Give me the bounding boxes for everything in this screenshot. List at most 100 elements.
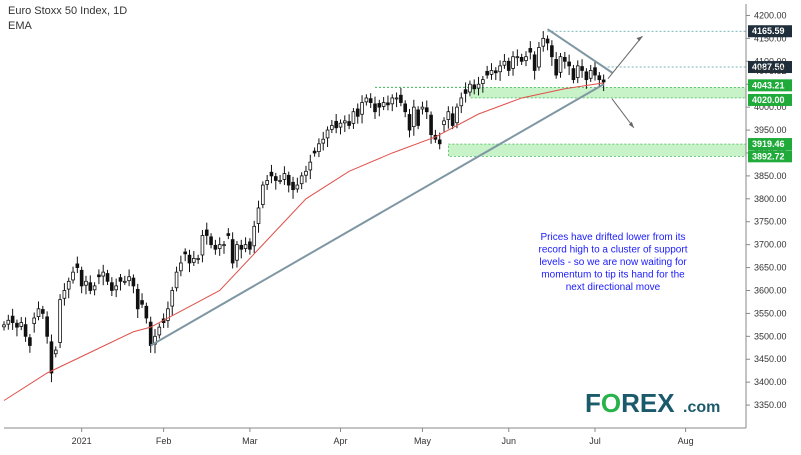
logo-letter: E bbox=[640, 388, 657, 418]
y-tick-label: 3550.00 bbox=[754, 308, 787, 318]
candle bbox=[265, 180, 269, 185]
candle bbox=[217, 244, 222, 249]
candle bbox=[230, 239, 235, 264]
candle bbox=[502, 60, 507, 66]
candle bbox=[75, 263, 80, 268]
candle bbox=[588, 70, 593, 79]
candle bbox=[170, 290, 175, 307]
candle bbox=[213, 244, 218, 250]
candle bbox=[243, 244, 248, 249]
candle bbox=[437, 139, 442, 145]
arrow-down bbox=[611, 98, 635, 129]
direction-arrows bbox=[607, 35, 643, 129]
x-tick-label: May bbox=[414, 436, 432, 446]
candle bbox=[584, 71, 589, 81]
candle bbox=[140, 300, 144, 305]
candle bbox=[541, 37, 546, 47]
candle bbox=[511, 56, 515, 69]
arrow-up bbox=[607, 35, 643, 80]
y-tick-label: 3500.00 bbox=[754, 331, 787, 341]
logo-letter: R bbox=[621, 388, 640, 418]
candle bbox=[537, 47, 541, 68]
candle bbox=[493, 70, 498, 74]
y-tick-label: 3850.00 bbox=[754, 171, 787, 181]
resistance-line bbox=[546, 28, 613, 74]
candle bbox=[355, 108, 360, 117]
candle bbox=[226, 233, 231, 236]
candle bbox=[442, 120, 446, 125]
candle bbox=[550, 45, 554, 58]
candle bbox=[563, 57, 567, 62]
candle bbox=[412, 106, 416, 128]
candle bbox=[321, 138, 326, 144]
logo-letter: O bbox=[601, 388, 621, 418]
candle bbox=[597, 75, 602, 81]
candle bbox=[192, 257, 196, 263]
candle bbox=[97, 274, 101, 278]
y-tick-label: 3650.00 bbox=[754, 263, 787, 273]
candle bbox=[200, 235, 205, 256]
candle bbox=[239, 244, 244, 250]
candle bbox=[148, 321, 153, 346]
annotation-line: next directional move bbox=[566, 282, 661, 293]
candle bbox=[524, 56, 528, 62]
candle bbox=[84, 280, 88, 286]
candle bbox=[135, 288, 140, 310]
annotation-line: levels - so we are now waiting for bbox=[539, 257, 687, 268]
y-tick-label: 3400.00 bbox=[754, 377, 787, 387]
candle bbox=[407, 114, 412, 131]
candle bbox=[390, 97, 395, 105]
candle bbox=[360, 102, 364, 115]
candle bbox=[23, 324, 28, 337]
candle bbox=[463, 89, 468, 94]
candle bbox=[174, 271, 179, 289]
candle bbox=[101, 271, 106, 277]
candle bbox=[399, 94, 403, 103]
indicator-label: EMA bbox=[8, 20, 33, 32]
candle bbox=[19, 322, 24, 327]
logo-letter: F bbox=[585, 388, 601, 418]
x-tick-label: Jun bbox=[501, 436, 516, 446]
price-badge-label: 4043.21 bbox=[752, 80, 785, 90]
y-tick-label: 4150.00 bbox=[754, 33, 787, 43]
price-badge-label: 4165.59 bbox=[752, 26, 785, 36]
candle bbox=[377, 103, 382, 108]
candle bbox=[515, 56, 520, 59]
y-tick-label: 3600.00 bbox=[754, 285, 787, 295]
logo-suffix: .com bbox=[683, 399, 720, 416]
support-zone bbox=[469, 87, 747, 99]
candle bbox=[110, 282, 114, 291]
candle bbox=[291, 181, 295, 191]
candle bbox=[386, 102, 390, 106]
candle bbox=[187, 254, 192, 264]
y-tick-label: 3750.00 bbox=[754, 217, 787, 227]
annotation-line: record high to a cluster of support bbox=[539, 245, 688, 256]
candle bbox=[545, 38, 550, 44]
candle bbox=[299, 175, 304, 185]
x-tick-label: Feb bbox=[156, 436, 172, 446]
candle bbox=[114, 285, 118, 291]
candle bbox=[62, 290, 67, 299]
candle bbox=[459, 97, 464, 107]
candle bbox=[575, 65, 580, 78]
candle bbox=[506, 60, 511, 71]
candle bbox=[118, 277, 123, 282]
candle bbox=[196, 257, 200, 260]
candle bbox=[36, 308, 41, 318]
x-tick-label: Aug bbox=[678, 436, 694, 446]
candle bbox=[580, 66, 584, 71]
candle bbox=[71, 271, 75, 281]
candle bbox=[338, 122, 343, 128]
candle bbox=[41, 309, 45, 314]
candle bbox=[45, 316, 49, 337]
y-tick-label: 3800.00 bbox=[754, 194, 787, 204]
candle bbox=[269, 171, 274, 177]
candle bbox=[2, 324, 6, 328]
candle bbox=[282, 173, 287, 180]
candle bbox=[179, 262, 183, 272]
candle bbox=[209, 236, 213, 246]
candle bbox=[347, 121, 351, 126]
candle bbox=[554, 59, 558, 76]
x-tick-label: Mar bbox=[242, 436, 258, 446]
